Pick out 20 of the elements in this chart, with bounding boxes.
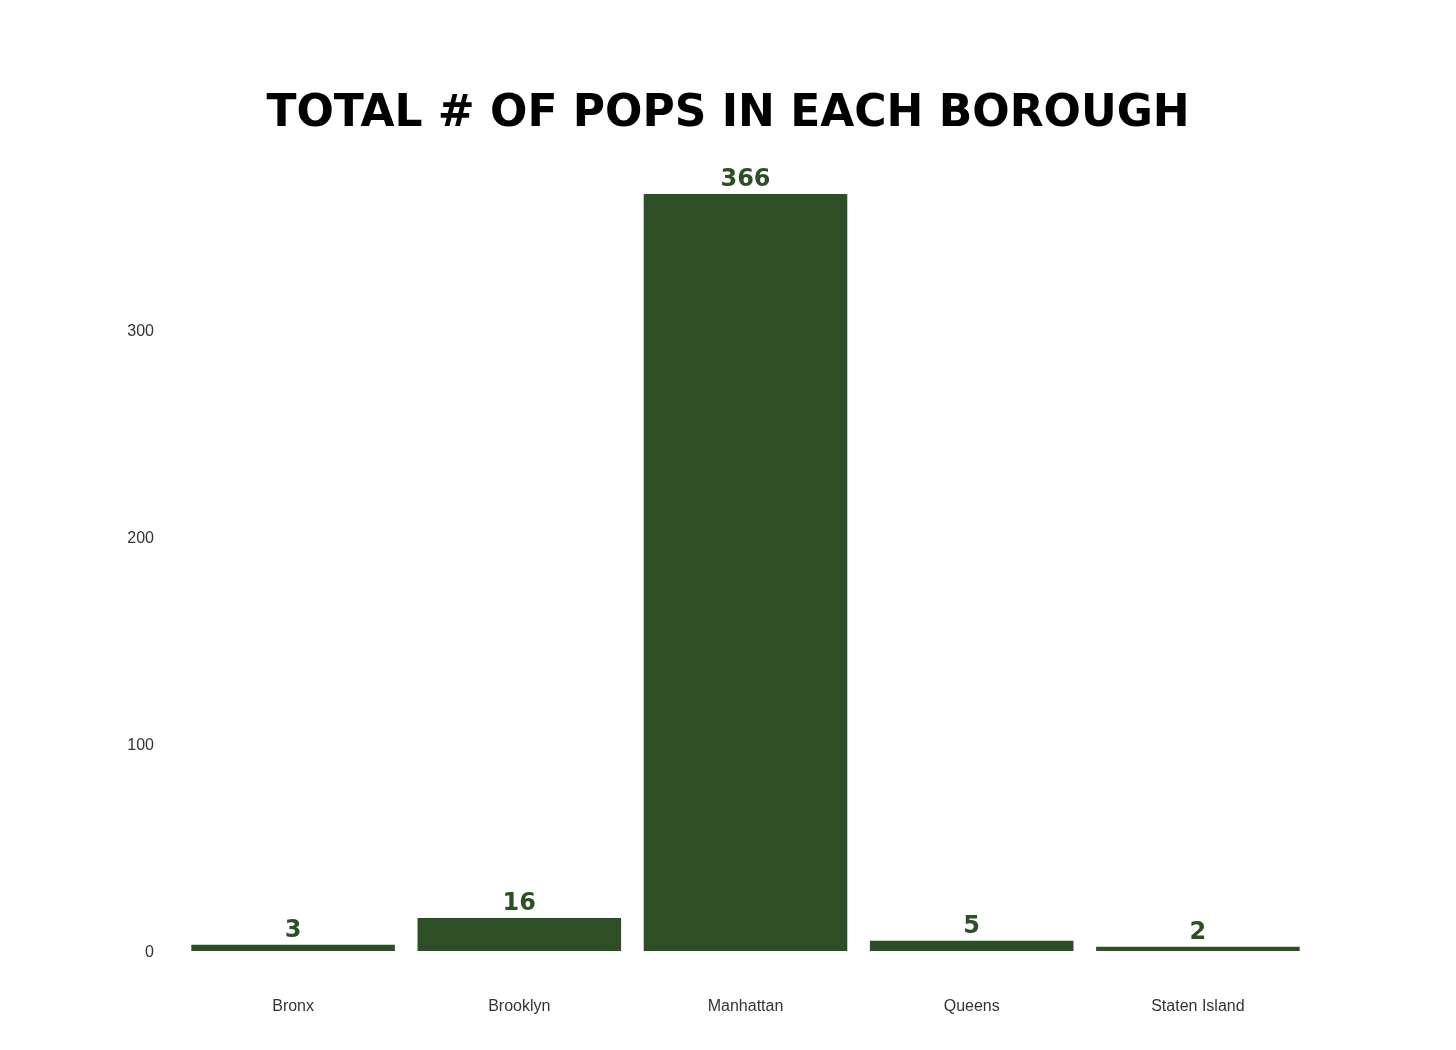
- bar: [417, 917, 622, 951]
- data-label: 5: [963, 910, 981, 939]
- y-tick-label: 100: [127, 735, 155, 753]
- bar: [643, 194, 848, 951]
- x-tick-label: Bronx: [272, 996, 314, 1014]
- x-tick-label: Queens: [943, 996, 1000, 1014]
- y-tick-label: 300: [127, 322, 155, 340]
- x-tick-label: Manhattan: [707, 996, 784, 1014]
- bar: [191, 944, 395, 951]
- y-tick-label: 200: [127, 528, 155, 546]
- x-tick-label: Brooklyn: [488, 996, 551, 1014]
- y-tick-label: 0: [145, 942, 155, 960]
- bar: [1096, 946, 1300, 951]
- data-label: 16: [502, 887, 536, 916]
- bar: [869, 940, 1074, 951]
- data-label: 2: [1189, 916, 1207, 945]
- chart-title: TOTAL # OF POPS IN EACH BOROUGH: [266, 84, 1190, 136]
- data-label: 3: [284, 914, 302, 943]
- data-label: 366: [720, 164, 771, 192]
- x-tick-label: Staten Island: [1151, 996, 1245, 1014]
